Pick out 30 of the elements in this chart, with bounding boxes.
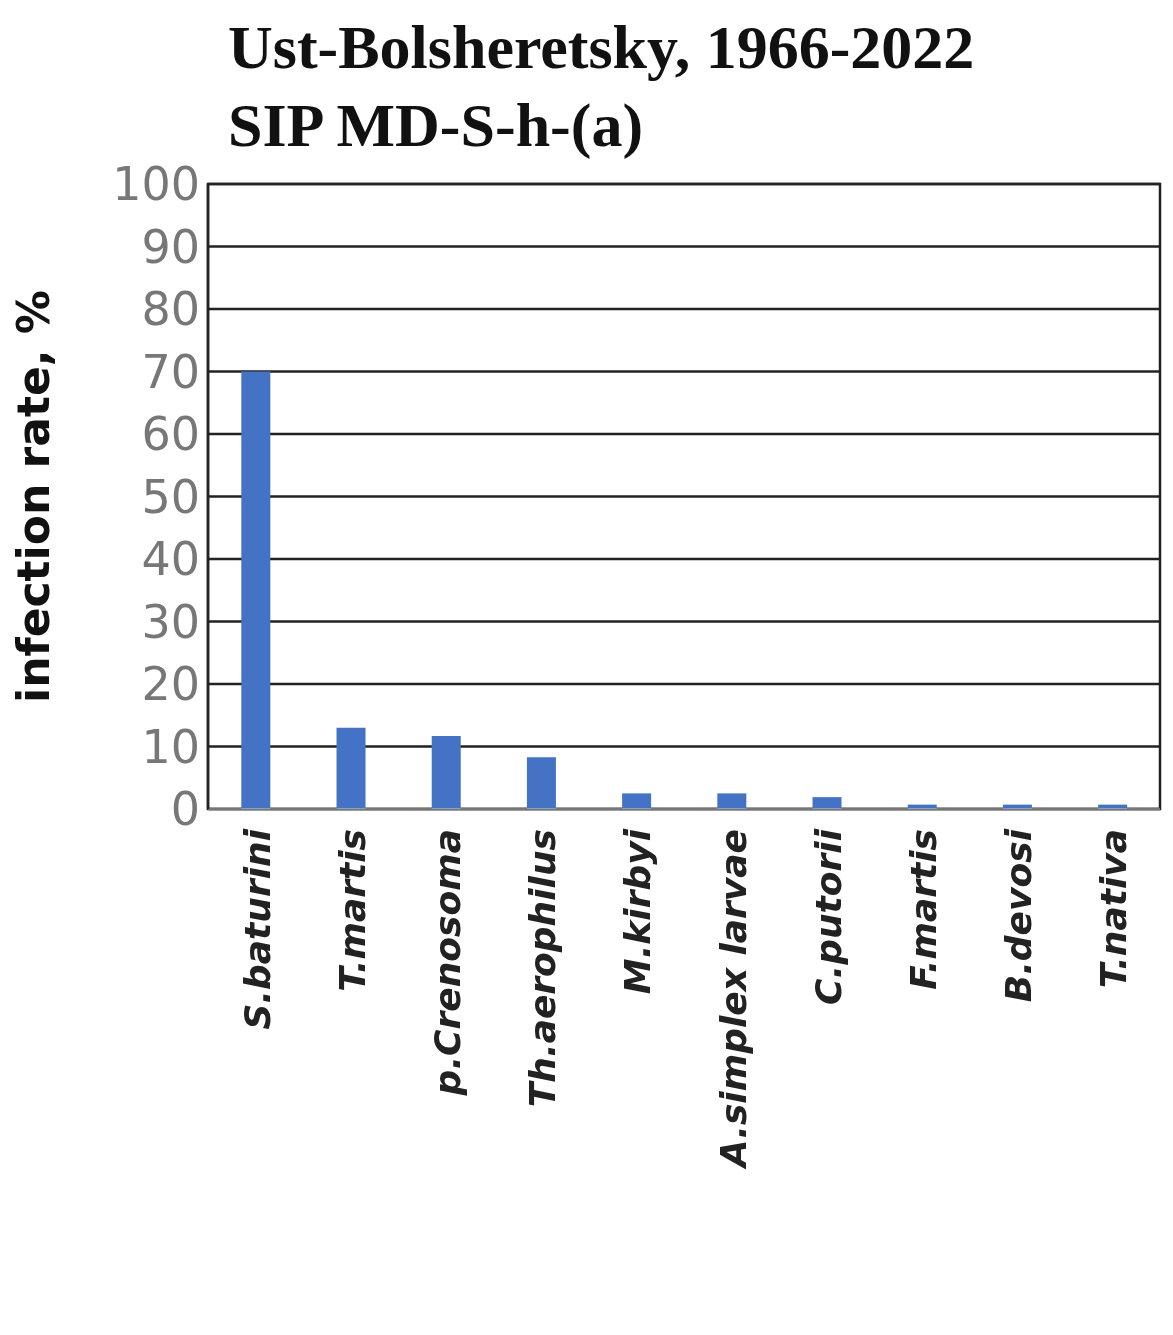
bar (717, 793, 747, 809)
x-tick-label: T.nativa (1093, 829, 1135, 989)
y-tick-label: 70 (141, 344, 200, 399)
y-tick-label: 80 (141, 282, 200, 337)
y-tick-label: 100 (112, 157, 200, 212)
x-tick-label: p.Crenosoma (427, 829, 468, 1097)
y-tick-label: 30 (141, 594, 200, 649)
bar (526, 757, 556, 809)
x-tick-label: Th.aerophilus (522, 829, 564, 1108)
x-tick-label: B.devosi (998, 828, 1040, 1003)
y-tick-label: 50 (141, 469, 200, 524)
y-tick-label: 0 (170, 782, 200, 837)
x-tick-label: A.simplex larvae (712, 829, 754, 1171)
x-tick-label: M.kirbyi (617, 828, 659, 995)
y-tick-label: 90 (141, 219, 200, 274)
y-tick-label: 10 (141, 719, 200, 774)
bar (336, 727, 366, 809)
y-tick-label: 20 (141, 657, 200, 712)
chart-title: Ust-Bolsheretsky, 1966-2022 SIP MD-S-h-(a) (228, 12, 976, 161)
bar (622, 793, 652, 809)
y-tick-label: 60 (141, 407, 200, 462)
y-axis-title: infection rate, % (7, 290, 59, 703)
y-tick-label: 40 (141, 532, 200, 587)
bar (431, 735, 461, 809)
bar (812, 797, 842, 809)
x-tick-label: F.martis (903, 829, 944, 990)
x-tick-label: T.martis (331, 829, 373, 992)
x-tick-label: C.putorii (807, 828, 849, 1005)
x-tick-label: S.baturini (236, 828, 278, 1030)
bar (241, 371, 271, 809)
